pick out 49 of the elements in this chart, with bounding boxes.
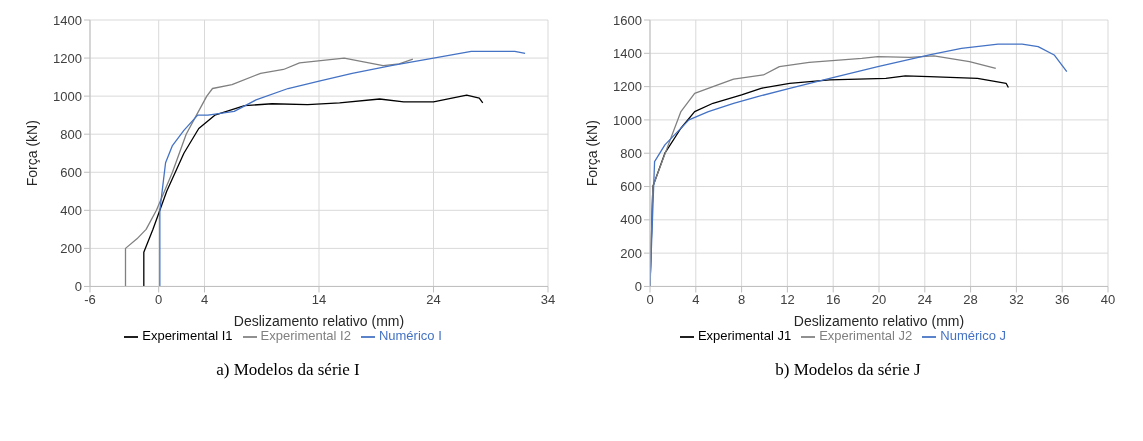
- text: a) Modelos da série I: [215, 360, 361, 380]
- x-tick-label: 16: [825, 291, 841, 307]
- x-tick-label: 28: [963, 291, 978, 307]
- x-tick-label: 4: [692, 291, 700, 307]
- y-tick-label: 200: [620, 245, 642, 261]
- y-tick-label: 400: [60, 202, 82, 218]
- legend-label: Numérico I: [378, 328, 442, 344]
- y-tick-label: 0: [74, 279, 82, 295]
- y-tick-label: 1600: [613, 12, 642, 28]
- y-tick-label: 1400: [613, 45, 642, 61]
- y-tick-label: 1200: [53, 50, 82, 66]
- x-tick-label: 24: [917, 291, 933, 307]
- x-tick-label: 24: [426, 291, 441, 307]
- legend-label: Experimental I2: [260, 328, 351, 344]
- x-tick-label: 0: [155, 291, 163, 307]
- y-tick-label: 200: [60, 240, 82, 256]
- y-tick-label: 400: [620, 212, 642, 228]
- y-tick-label: 1400: [53, 12, 82, 28]
- legend-label: Numérico J: [940, 328, 1007, 344]
- y-tick-label: 1200: [613, 79, 642, 95]
- y-tick-label: 0: [634, 279, 642, 295]
- x-axis-title: Deslizamento relativo (mm): [793, 313, 965, 330]
- x-tick-label: 36: [1054, 291, 1070, 307]
- x-tick-label: 40: [1100, 291, 1116, 307]
- y-tick-label: 800: [620, 145, 642, 161]
- x-axis-title: Deslizamento relativo (mm): [233, 313, 405, 330]
- x-tick-label: 34: [540, 291, 556, 307]
- text: b) Modelos da série J: [774, 360, 922, 380]
- x-tick-label: 4: [200, 291, 209, 307]
- x-tick-label: 0: [646, 291, 654, 307]
- y-tick-label: 600: [60, 164, 82, 180]
- y-tick-label: 1000: [53, 88, 82, 104]
- x-tick-label: 20: [871, 291, 887, 307]
- y-tick-label: 600: [620, 179, 642, 195]
- line-series: [159, 50, 526, 287]
- x-tick-label: -6: [84, 291, 96, 307]
- legend-label: Experimental I1: [142, 328, 233, 344]
- y-tick-label: 1000: [613, 112, 642, 128]
- x-tick-label: 32: [1009, 291, 1024, 307]
- x-tick-label: 12: [780, 291, 795, 307]
- legend-label: Experimental J1: [697, 328, 792, 344]
- y-axis-title: Força (kN): [583, 120, 600, 187]
- legend-label: Experimental J2: [819, 328, 913, 344]
- x-tick-label: 8: [737, 291, 746, 307]
- x-tick-label: 14: [311, 291, 327, 307]
- line-series: [143, 94, 484, 287]
- y-tick-label: 800: [60, 126, 82, 142]
- y-axis-title: Força (kN): [23, 120, 40, 187]
- line-series: [124, 57, 414, 287]
